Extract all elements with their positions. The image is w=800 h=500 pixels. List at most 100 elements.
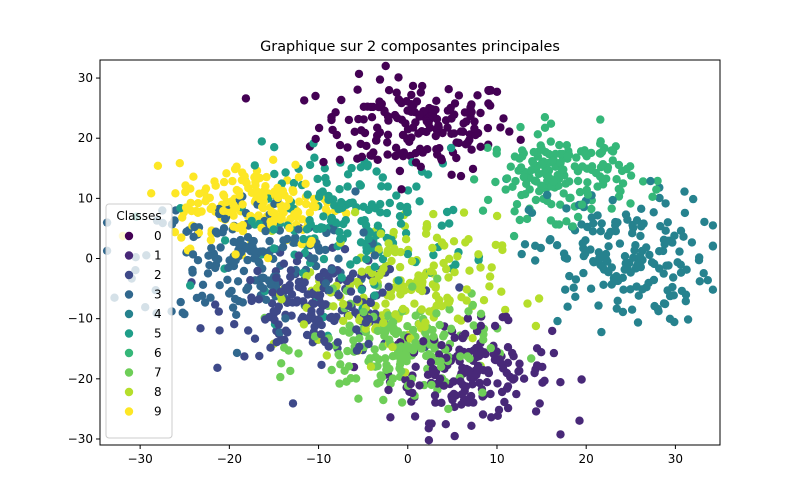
data-point-class-6 — [506, 162, 515, 171]
data-point-class-4 — [577, 220, 586, 229]
data-point-class-5 — [365, 228, 374, 237]
data-point-class-7 — [365, 354, 375, 363]
data-point-class-0 — [516, 135, 525, 144]
data-point-class-8 — [389, 227, 398, 237]
legend-marker-1 — [124, 251, 134, 260]
data-point-class-2 — [346, 287, 356, 296]
data-point-class-5 — [356, 238, 366, 247]
data-point-class-4 — [569, 283, 578, 292]
data-point-class-0 — [476, 108, 485, 118]
data-point-class-8 — [391, 310, 400, 319]
data-point-class-7 — [427, 352, 436, 361]
data-point-class-9 — [263, 253, 273, 263]
data-point-class-7 — [408, 282, 417, 291]
data-point-class-9 — [181, 181, 190, 190]
data-point-class-2 — [455, 283, 464, 292]
data-point-class-1 — [456, 377, 465, 386]
data-point-class-7 — [388, 352, 398, 361]
data-point-class-4 — [655, 193, 664, 203]
data-point-class-6 — [546, 137, 555, 146]
data-point-class-9 — [219, 177, 229, 187]
data-point-class-7 — [370, 345, 379, 354]
data-point-class-5 — [310, 153, 319, 162]
data-point-class-7 — [435, 320, 444, 330]
data-point-class-3 — [211, 227, 221, 236]
data-point-class-8 — [350, 208, 360, 217]
data-point-class-0 — [470, 117, 479, 126]
data-point-class-4 — [675, 247, 684, 256]
data-point-class-1 — [423, 370, 433, 379]
data-point-class-9 — [270, 209, 279, 218]
data-point-class-6 — [598, 160, 608, 169]
data-point-class-1 — [439, 381, 449, 390]
data-point-class-8 — [523, 299, 532, 308]
data-point-class-5 — [364, 234, 373, 244]
data-point-class-2 — [253, 266, 262, 276]
data-point-class-4 — [604, 268, 613, 277]
data-point-class-5 — [363, 162, 372, 171]
data-point-class-5 — [316, 223, 326, 232]
data-point-class-4 — [607, 280, 616, 289]
data-point-class-3 — [242, 285, 251, 294]
data-point-class-5 — [373, 221, 383, 230]
data-point-class-4 — [687, 238, 697, 247]
data-point-class-7 — [427, 380, 436, 390]
data-point-class-2 — [286, 266, 296, 275]
y-tick-label: 10 — [78, 191, 93, 205]
data-point-class-5 — [346, 260, 355, 269]
data-point-class-7 — [374, 355, 383, 364]
data-point-class-4 — [559, 249, 569, 258]
data-point-class-8 — [459, 208, 469, 217]
data-point-class-6 — [596, 115, 605, 124]
data-point-class-4 — [531, 241, 540, 250]
data-point-class-3 — [243, 233, 253, 242]
data-point-class-4 — [612, 272, 621, 281]
data-point-class-8 — [396, 247, 405, 257]
data-point-class-7 — [382, 365, 391, 374]
data-point-class-7 — [465, 354, 474, 363]
data-point-class-4 — [571, 275, 581, 284]
data-point-class-2 — [230, 320, 239, 329]
data-point-class-9 — [282, 202, 291, 211]
data-point-class-1 — [531, 407, 541, 416]
data-point-class-0 — [395, 166, 405, 176]
data-point-class-2 — [385, 265, 395, 274]
data-point-class-5 — [357, 285, 366, 294]
x-tick-label: 10 — [489, 452, 504, 466]
legend-marker-8 — [124, 387, 134, 397]
data-point-class-5 — [324, 191, 333, 201]
data-point-class-3 — [192, 293, 202, 303]
data-point-class-0 — [372, 136, 381, 145]
chart-title: Graphique sur 2 composantes principales — [260, 39, 560, 55]
data-point-class-3 — [215, 281, 224, 290]
data-point-class-6 — [573, 176, 583, 186]
data-point-class-3 — [224, 263, 233, 272]
data-point-class-7 — [433, 274, 442, 283]
data-point-class-6 — [607, 204, 616, 213]
data-point-class-1 — [464, 365, 473, 375]
data-point-class-5 — [335, 227, 344, 237]
legend-marker-0 — [124, 231, 134, 241]
data-point-class-3 — [225, 256, 234, 265]
data-point-class-5 — [270, 169, 279, 179]
data-point-class-6 — [591, 168, 601, 178]
data-point-class-4 — [670, 231, 679, 240]
data-point-class-4 — [663, 236, 672, 245]
data-point-class-5 — [429, 250, 438, 260]
data-point-class-7 — [359, 307, 368, 317]
data-point-class-0 — [398, 130, 408, 140]
data-point-class-8 — [339, 316, 348, 326]
legend-label: 4 — [154, 307, 162, 321]
data-point-class-8 — [313, 283, 322, 293]
data-point-class-9 — [285, 223, 294, 233]
data-point-class-1 — [478, 410, 488, 419]
data-point-class-6 — [518, 146, 527, 155]
data-point-class-6 — [581, 149, 590, 159]
data-point-class-9 — [273, 193, 283, 203]
data-point-class-5 — [356, 163, 365, 172]
data-point-class-2 — [279, 259, 289, 268]
data-point-class-8 — [453, 252, 462, 261]
data-point-class-7 — [445, 305, 454, 314]
data-point-class-7 — [436, 362, 446, 371]
data-point-class-4 — [637, 221, 647, 230]
